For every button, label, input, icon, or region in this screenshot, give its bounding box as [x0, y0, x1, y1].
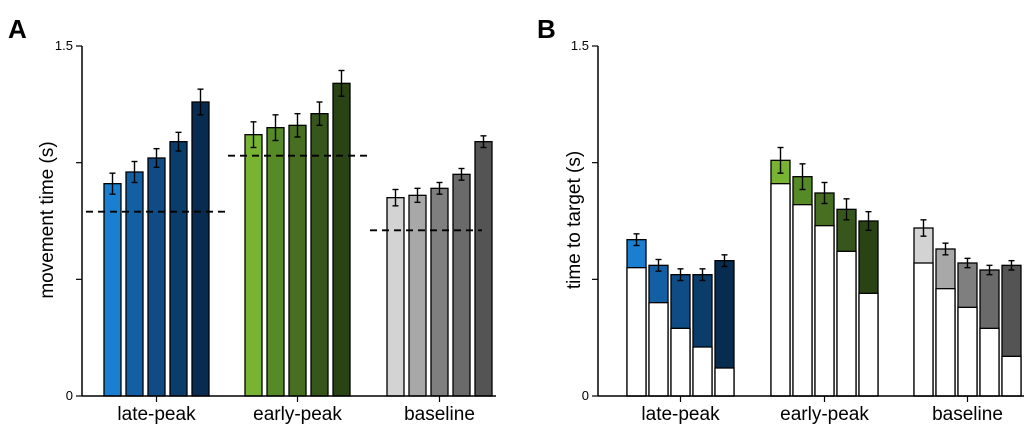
panel-b-y-tick-label: 0	[582, 388, 589, 403]
panel-b-category-label: early-peak	[780, 404, 869, 425]
panel-b-bar-white-segment	[692, 346, 713, 397]
panel-b-y-tick-label: 1.5	[571, 38, 589, 53]
panel-a-bar	[103, 183, 122, 397]
panel-a-bar	[452, 173, 471, 397]
panel-b-bar-white-segment	[913, 262, 934, 397]
panel-a-bar	[288, 124, 307, 397]
panel-a-bar	[332, 82, 351, 397]
panel-b-error-bar	[799, 163, 806, 191]
panel-a-y-tick-label: 1.5	[55, 38, 73, 53]
panel-b-bar-white-segment	[648, 302, 669, 397]
panel-a-error-bar	[197, 88, 204, 116]
panel-a-bar	[147, 157, 166, 397]
panel-b-bar-white-segment	[670, 327, 691, 397]
panel-b-bar-white-segment	[792, 204, 813, 397]
panel-b-error-bar	[865, 210, 872, 232]
panel-b-bar-white-segment	[979, 327, 1000, 397]
panel-b-error-bar	[821, 181, 828, 205]
panel-b-error-bar	[920, 219, 927, 237]
panel-a-bar	[169, 141, 188, 397]
panel-a-error-bar	[480, 135, 487, 149]
panel-a-y-axis-label: movement time (s)	[37, 141, 58, 298]
panel-a-bar	[125, 171, 144, 397]
panel-a-category-label: baseline	[404, 404, 475, 425]
panel-a-bar	[386, 197, 405, 397]
panel-b-error-bar	[1008, 259, 1015, 271]
panel-b-y-axis-label: time to target (s)	[564, 151, 585, 289]
panel-b-error-bar	[777, 146, 784, 174]
panel-b-error-bar	[964, 257, 971, 269]
panel-a-bar	[191, 101, 210, 397]
panel-b-bar-white-segment	[770, 183, 791, 397]
panel-a-error-bar	[272, 114, 279, 142]
panel-b-bar-white-segment	[714, 367, 735, 397]
panel-a-error-bar	[153, 147, 160, 169]
panel-b-error-bar	[843, 198, 850, 221]
panel-b-error-bar	[986, 264, 993, 276]
panel-a-error-bar	[458, 167, 465, 181]
panel-a-error-bar	[316, 101, 323, 127]
panel-b-letter: B	[537, 14, 556, 44]
panel-a-bar	[474, 141, 493, 397]
panel-b-category-label: late-peak	[641, 404, 720, 425]
panel-b-bar-white-segment	[836, 250, 857, 397]
panel-b-error-bar	[942, 242, 949, 256]
panel-a-category-label: early-peak	[253, 404, 342, 425]
panel-b-bar-white-segment	[626, 267, 647, 397]
panel-a-error-bar	[109, 172, 116, 195]
panel-a-error-bar	[338, 69, 345, 97]
panel-a-bar	[408, 194, 427, 397]
panel-a-error-bar	[250, 121, 257, 149]
panel-a-error-bar	[392, 188, 399, 207]
panel-b-bar-white-segment	[935, 288, 956, 397]
panel-a-chart: A movement time (s) 0 1.5 late-peak early-…	[8, 14, 496, 425]
panel-a-error-bar	[175, 131, 182, 152]
panel-a-bar	[266, 127, 285, 397]
panel-b-bar-white-segment	[858, 292, 879, 397]
panel-a-error-bar	[436, 181, 443, 195]
panel-b-chart: B time to target (s) 0 1.5 late-peak early…	[537, 14, 1024, 425]
panel-b-bar-white-segment	[1001, 355, 1022, 397]
panel-a-error-bar	[131, 160, 138, 184]
panel-a-category-label: late-peak	[117, 404, 196, 425]
panel-b-error-bar	[699, 268, 706, 282]
panel-a-error-bar	[414, 187, 421, 204]
panel-b-error-bar	[633, 233, 640, 247]
panel-a-bar	[430, 187, 449, 397]
panel-b-bar-white-segment	[957, 306, 978, 397]
panel-a-bar	[244, 134, 263, 397]
panel-b-bar-white-segment	[814, 225, 835, 397]
panel-b-error-bar	[655, 258, 662, 272]
panel-a-letter: A	[8, 14, 27, 44]
panel-b-error-bar	[677, 268, 684, 282]
panel-b-category-label: baseline	[932, 404, 1003, 425]
panel-a-y-tick-label: 0	[66, 388, 73, 403]
panel-b-error-bar	[721, 254, 728, 268]
panel-a-error-bar	[294, 112, 301, 138]
